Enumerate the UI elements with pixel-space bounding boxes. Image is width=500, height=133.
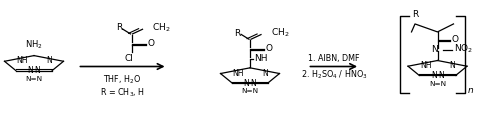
Text: NO$_2$: NO$_2$: [454, 43, 473, 55]
Text: N: N: [431, 71, 437, 80]
Text: NH: NH: [232, 69, 244, 78]
Text: N=N: N=N: [26, 76, 42, 82]
Text: $n$: $n$: [468, 86, 474, 95]
Text: N: N: [28, 66, 34, 75]
Text: N: N: [244, 79, 250, 88]
Text: N: N: [34, 66, 40, 75]
Text: CH$_2$: CH$_2$: [152, 21, 171, 34]
Text: 1. AIBN, DMF: 1. AIBN, DMF: [308, 54, 360, 63]
Text: O: O: [452, 35, 458, 44]
Text: 2. H$_2$SO$_4$ / HNO$_3$: 2. H$_2$SO$_4$ / HNO$_3$: [300, 68, 368, 81]
Text: NH: NH: [420, 61, 432, 70]
Text: R: R: [412, 10, 418, 19]
Text: N=N: N=N: [242, 88, 258, 94]
Text: N=N: N=N: [429, 81, 446, 87]
Text: CH$_2$: CH$_2$: [271, 26, 289, 39]
Text: N: N: [438, 71, 444, 80]
Text: N: N: [432, 45, 438, 54]
Text: N: N: [262, 69, 268, 78]
Text: R: R: [234, 29, 240, 38]
Text: O: O: [148, 39, 154, 48]
Text: NH: NH: [16, 56, 28, 65]
Text: N: N: [450, 61, 455, 70]
Text: R: R: [116, 23, 122, 32]
Text: Cl: Cl: [124, 54, 134, 63]
Text: N: N: [250, 79, 256, 88]
Text: R = CH$_3$, H: R = CH$_3$, H: [100, 87, 145, 99]
Text: O: O: [266, 44, 273, 53]
Text: N: N: [46, 56, 52, 65]
Text: NH$_2$: NH$_2$: [25, 39, 43, 51]
Text: THF, H$_2$O: THF, H$_2$O: [104, 74, 142, 86]
Text: NH: NH: [254, 54, 268, 63]
